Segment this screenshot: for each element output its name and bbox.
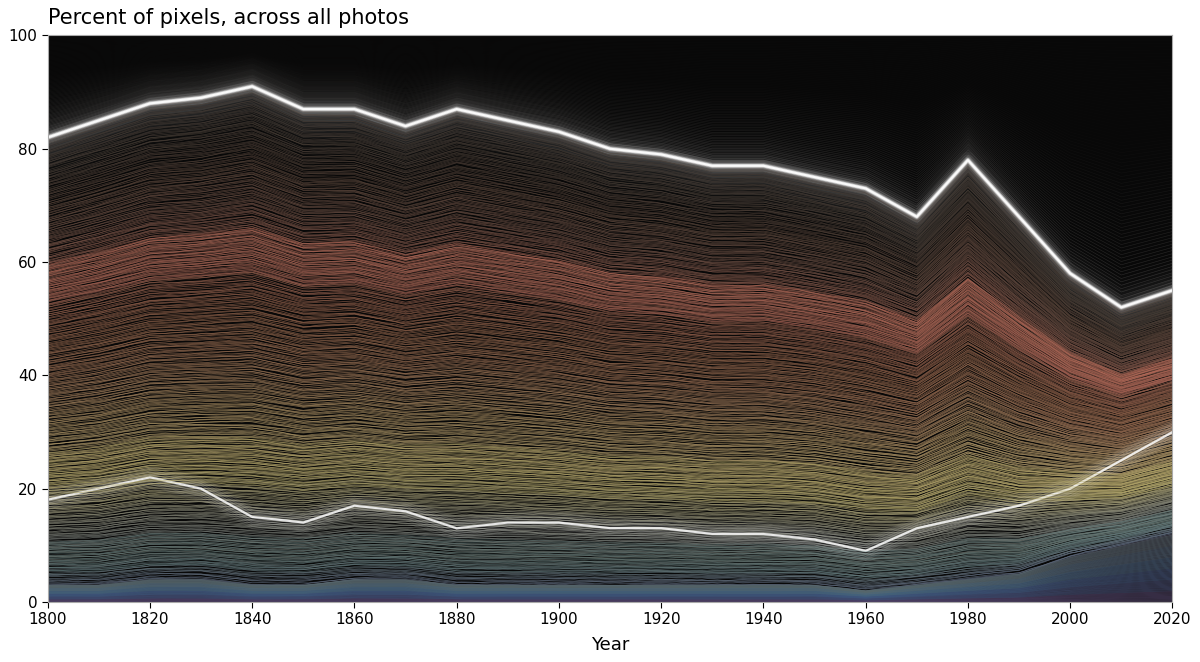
X-axis label: Year: Year [590,636,629,653]
Text: Percent of pixels, across all photos: Percent of pixels, across all photos [48,9,409,28]
